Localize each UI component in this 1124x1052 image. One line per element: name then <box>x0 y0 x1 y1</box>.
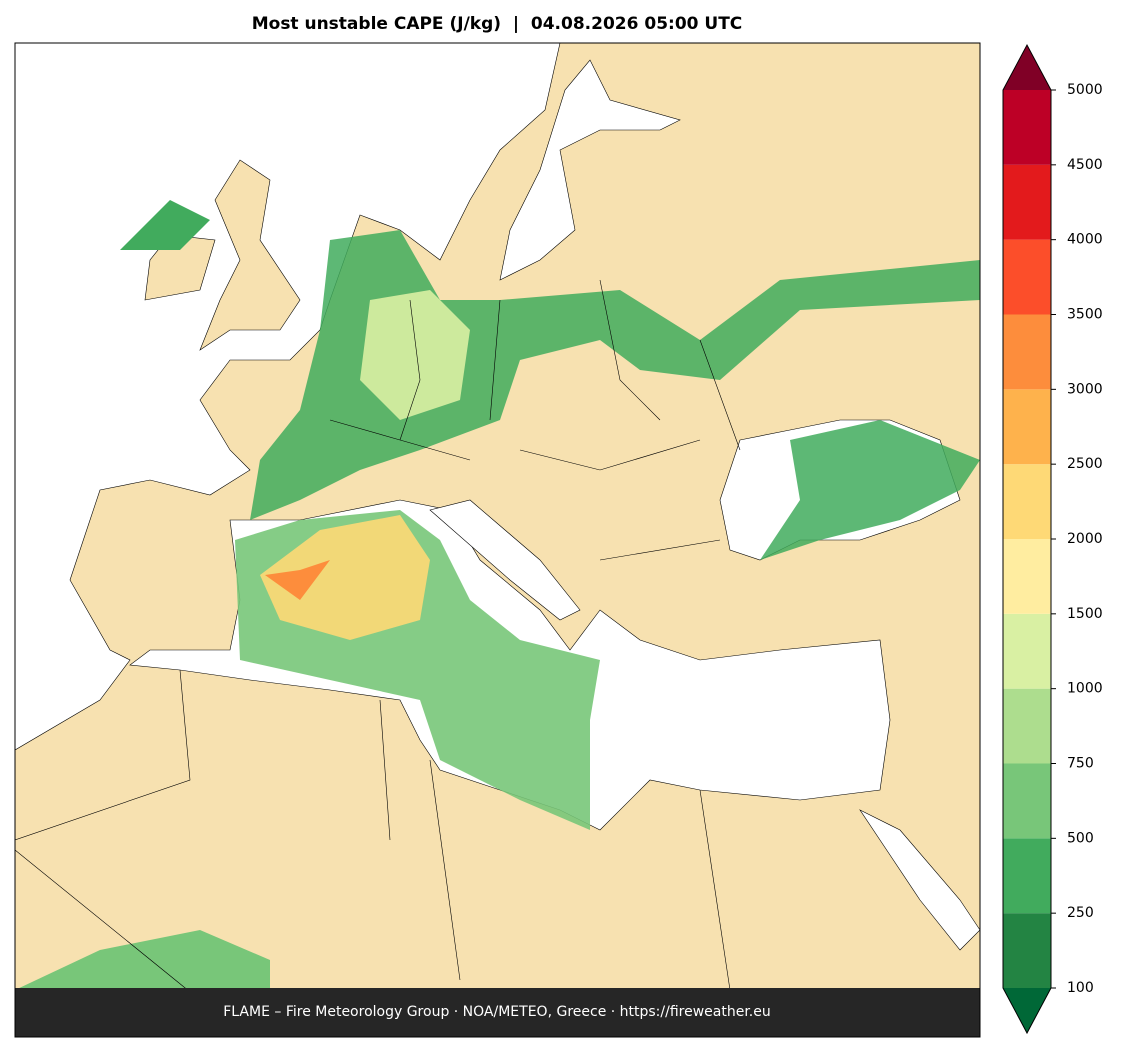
britain <box>199 159 301 351</box>
colorbar-bin <box>1003 314 1051 390</box>
colorbar-tick-label: 750 <box>1067 756 1094 772</box>
colorbar-tick-label: 4000 <box>1067 232 1103 248</box>
colorbar-bin <box>1003 763 1051 839</box>
cape-area <box>15 930 270 990</box>
map-title: Most unstable CAPE (J/kg) | 04.08.2026 0… <box>252 14 743 34</box>
colorbar-bin <box>1003 838 1051 914</box>
colorbar-tick-label: 2500 <box>1067 456 1103 472</box>
red-sea <box>859 809 980 951</box>
colorbar-tick-label: 100 <box>1067 980 1094 996</box>
colorbar-tick-label: 1000 <box>1067 681 1103 697</box>
colorbar-bin <box>1003 539 1051 614</box>
cape-area <box>265 560 330 600</box>
colorbar-over <box>1003 45 1051 90</box>
colorbar-bin <box>1003 90 1051 165</box>
colorbar-bin <box>1003 913 1051 988</box>
colorbar-bin <box>1003 239 1051 315</box>
colorbar-bin <box>1003 688 1051 764</box>
cape-area <box>260 515 430 640</box>
map: FLAME – Fire Meteorology Group · NOA/MET… <box>15 43 980 1037</box>
baltic <box>499 59 681 281</box>
cape-area <box>360 290 470 420</box>
colorbar-tick-label: 5000 <box>1067 82 1103 98</box>
colorbar-bin <box>1003 613 1051 689</box>
colorbar-bin <box>1003 389 1051 465</box>
colorbar-tick-label: 500 <box>1067 830 1094 846</box>
colorbar: 100 250 500 750 1000 1500 2000 2500 3000 3500 4000… <box>1002 43 1103 1035</box>
colorbar-tick-label: 4500 <box>1067 157 1103 173</box>
footer-text: FLAME – Fire Meteorology Group · NOA/MET… <box>223 1004 771 1020</box>
colorbar-tick-label: 3000 <box>1067 381 1103 397</box>
colorbar-tick-label: 2000 <box>1067 531 1103 547</box>
colorbar-under <box>1003 988 1051 1033</box>
footer-bar <box>15 988 980 1037</box>
adriatic <box>429 499 581 621</box>
colorbar-tick-label: 250 <box>1067 905 1094 921</box>
colorbar-tick-label: 3500 <box>1067 307 1103 323</box>
colorbar-bin <box>1003 164 1051 240</box>
colorbar-bin <box>1003 464 1051 539</box>
cape-area <box>760 420 980 560</box>
colorbar-tick-label: 1500 <box>1067 606 1103 622</box>
cape-area <box>120 200 210 250</box>
map-frame <box>14 42 981 1038</box>
